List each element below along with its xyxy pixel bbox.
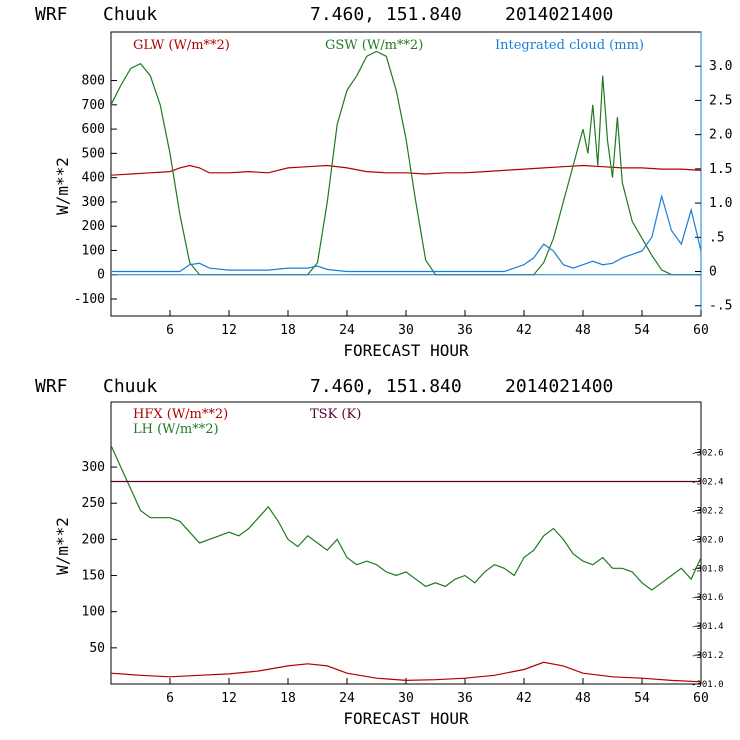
top-y2-tick-label: 2.0 xyxy=(709,128,732,143)
bottom-x-tick-label: 42 xyxy=(516,691,532,706)
top-y-tick-label: 500 xyxy=(82,146,105,161)
bottom-y2-tick-label: -302.2 xyxy=(691,506,724,516)
bottom-legend-lh: LH (W/m**2) xyxy=(133,422,219,437)
top-x-tick-label: 12 xyxy=(221,323,237,338)
top-header-model: WRF xyxy=(35,4,68,25)
top-y-tick-label: 400 xyxy=(82,171,105,186)
bottom-y-tick-label: 200 xyxy=(82,532,105,547)
top-x-tick-label: 36 xyxy=(457,323,473,338)
bottom-y2-tick-label: -301.0 xyxy=(691,680,724,690)
top-x-tick-label: 42 xyxy=(516,323,532,338)
bottom-x-tick-label: 24 xyxy=(339,691,355,706)
bottom-header-coords: 7.460, 151.840 xyxy=(310,376,462,397)
top-series-glw-line xyxy=(110,164,702,176)
bottom-y-tick-label: 150 xyxy=(82,569,105,584)
bottom-y2-tick-label: -301.6 xyxy=(691,593,724,603)
top-y-tick-label: 300 xyxy=(82,195,105,210)
bottom-x-tick-label: 48 xyxy=(575,691,591,706)
bottom-x-tick-label: 60 xyxy=(693,691,709,706)
top-series-gsw-line xyxy=(110,50,701,276)
bottom-x-tick-label: 36 xyxy=(457,691,473,706)
top-header-coords: 7.460, 151.840 xyxy=(310,4,462,25)
bottom-series-group xyxy=(110,445,702,683)
bottom-y-axis-label: W/m**2 xyxy=(53,517,72,575)
top-y-tick-label: 100 xyxy=(82,243,105,258)
top-x-ticks: 6 12 18 24 30 36 42 48 54 60 xyxy=(166,310,709,338)
bottom-y2-tick-label: -302.4 xyxy=(691,478,724,488)
top-legend-cloud: Integrated cloud (mm) xyxy=(495,38,644,53)
top-y-tick-label: -100 xyxy=(74,292,105,307)
top-x-tick-label: 6 xyxy=(166,323,174,338)
bottom-y-ticks: 300 250 200 150 100 50 xyxy=(82,460,117,656)
top-y-axis-label: W/m**2 xyxy=(53,157,72,215)
bottom-y-tick-label: 300 xyxy=(82,460,105,475)
bottom-legend-tsk: TSK (K) xyxy=(310,407,361,422)
top-y2-tick-label: 1.0 xyxy=(709,196,732,211)
bottom-series-hfx-line xyxy=(110,661,702,683)
top-legend-glw: GLW (W/m**2) xyxy=(133,38,230,53)
bottom-y2-tick-label: -301.4 xyxy=(691,622,724,632)
bottom-x-ticks: 6 12 18 24 30 36 42 48 54 60 xyxy=(166,678,709,706)
top-legend-gsw: GSW (W/m**2) xyxy=(325,38,423,53)
bottom-legend-hfx: HFX (W/m**2) xyxy=(133,407,228,422)
top-x-tick-label: 18 xyxy=(280,323,296,338)
top-y2-tick-label: 1.5 xyxy=(709,162,732,177)
top-series-group xyxy=(110,50,702,276)
top-y-tick-label: 800 xyxy=(82,74,105,89)
bottom-header-location: Chuuk xyxy=(103,376,157,397)
top-y2-tick-label: 0 xyxy=(709,265,717,280)
bottom-x-tick-label: 54 xyxy=(634,691,650,706)
top-header-location: Chuuk xyxy=(103,4,157,25)
top-y-tick-label: 200 xyxy=(82,219,105,234)
bottom-x-tick-label: 6 xyxy=(166,691,174,706)
top-y2-tick-label: 2.5 xyxy=(709,93,732,108)
bottom-y2-tick-label: -302.0 xyxy=(691,535,724,545)
top-y-tick-label: 700 xyxy=(82,98,105,113)
top-y2-ticks: 3.0 2.5 2.0 1.5 1.0 .5 0 -.5 xyxy=(695,59,732,314)
bottom-x-tick-label: 18 xyxy=(280,691,296,706)
bottom-header-init: 2014021400 xyxy=(505,376,613,397)
top-y2-tick-label: -.5 xyxy=(709,299,732,314)
bottom-x-axis-label: FORECAST HOUR xyxy=(343,709,469,728)
bottom-y-tick-label: 250 xyxy=(82,496,105,511)
top-y-tick-label: 0 xyxy=(97,268,105,283)
top-y-ticks: 800 700 600 500 400 300 200 100 0 -100 xyxy=(74,74,117,307)
top-header-init: 2014021400 xyxy=(505,4,613,25)
bottom-series-lh-line xyxy=(110,445,702,591)
bottom-y2-tick-label: -302.6 xyxy=(691,449,724,459)
bottom-x-tick-label: 30 xyxy=(398,691,414,706)
bottom-y-tick-label: 100 xyxy=(82,605,105,620)
bottom-y2-tick-label: -301.2 xyxy=(691,651,724,661)
bottom-y-tick-label: 50 xyxy=(89,641,105,656)
top-x-tick-label: 30 xyxy=(398,323,414,338)
top-x-tick-label: 54 xyxy=(634,323,650,338)
top-x-tick-label: 48 xyxy=(575,323,591,338)
top-x-axis-label: FORECAST HOUR xyxy=(343,341,469,360)
top-x-tick-label: 60 xyxy=(693,323,709,338)
bottom-x-tick-label: 12 xyxy=(221,691,237,706)
top-series-integrated-line xyxy=(111,193,702,273)
bottom-y2-ticks: -302.6 -302.4 -302.2 -302.0 -301.8 -301.6 -301… xyxy=(691,449,724,690)
top-y2-tick-label: .5 xyxy=(709,230,725,245)
top-x-tick-label: 24 xyxy=(339,323,355,338)
top-y2-tick-label: 3.0 xyxy=(709,59,732,74)
bottom-header-model: WRF xyxy=(35,376,68,397)
top-y-tick-label: 600 xyxy=(82,122,105,137)
bottom-y2-tick-label: -301.8 xyxy=(691,564,724,574)
